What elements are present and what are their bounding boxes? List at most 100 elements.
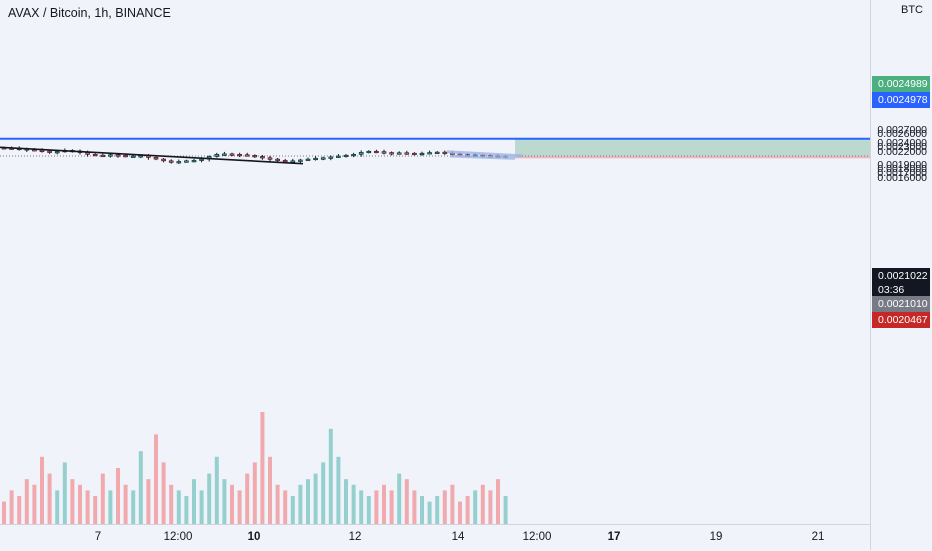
volume-bar	[435, 496, 440, 524]
symbol-title[interactable]: AVAX / Bitcoin, 1h, BINANCE	[8, 6, 171, 20]
candle-body	[282, 160, 288, 163]
volume-bar	[473, 490, 478, 524]
candle-body	[153, 157, 159, 160]
candle-body	[412, 152, 417, 156]
volume-bar	[70, 479, 75, 524]
candle-body	[442, 151, 448, 154]
candle-body	[161, 158, 166, 162]
volume-bar	[62, 462, 67, 524]
chart-area[interactable]: AVAX / Bitcoin, 1h, BINANCE	[0, 0, 870, 524]
stop-zone	[515, 156, 870, 159]
time-tick: 7	[94, 531, 102, 543]
candle-body	[366, 150, 372, 154]
price-tick: 0.0019000	[877, 158, 927, 171]
volume-bar	[138, 451, 143, 524]
volume-bar	[214, 456, 219, 524]
candle-body	[267, 157, 273, 160]
volume-bar	[344, 479, 348, 524]
candle-body	[47, 150, 52, 153]
volume-bar	[2, 501, 6, 524]
candle-body	[351, 154, 356, 157]
volume-bar	[184, 496, 189, 524]
price-tick: 0.0027000	[877, 123, 927, 136]
candle-body	[184, 160, 189, 163]
volume-bar	[100, 473, 105, 524]
price-tick: 0.0018000	[877, 163, 927, 176]
price-tick: 0.0022000	[877, 145, 927, 158]
volume-bar	[17, 496, 22, 524]
price-tick: 0.0017000	[877, 167, 927, 180]
time-tick: 14	[451, 531, 465, 543]
time-tick: 17	[607, 531, 621, 543]
volume-bar	[290, 496, 295, 524]
currency-label: BTC	[901, 4, 923, 16]
volume-bar	[465, 496, 470, 524]
volume-bar	[55, 490, 60, 524]
price-chart[interactable]	[0, 0, 870, 524]
entry-price-label: 0.0021010	[872, 296, 930, 312]
volume-bar	[230, 484, 234, 524]
volume-bar	[328, 428, 333, 524]
volume-bar	[24, 479, 29, 524]
volume-bar	[131, 490, 136, 524]
volume-bar	[154, 434, 158, 524]
candle-body	[138, 155, 144, 158]
volume-bar	[458, 501, 462, 524]
candle-body	[336, 155, 341, 158]
candle-body	[237, 154, 242, 157]
volume-bar	[389, 490, 394, 524]
candle-body	[123, 155, 128, 158]
time-tick: 19	[709, 531, 723, 543]
volume-bar	[313, 473, 318, 524]
candle-body	[419, 152, 425, 156]
time-tick: 12:00	[522, 531, 552, 543]
price-axis[interactable]: BTC 0.0027000 0.0026000 0.0024000 0.0023000…	[870, 0, 932, 550]
target-price-label: 0.0024989	[872, 76, 930, 92]
volume-bar	[412, 490, 417, 524]
trend-line	[0, 146, 304, 165]
price-tick: 0.0024000	[877, 137, 927, 149]
volume-bar	[146, 479, 151, 524]
candle-body	[54, 151, 60, 154]
volume-bar	[306, 479, 310, 524]
candle-body	[191, 160, 197, 163]
candle-body	[275, 158, 280, 161]
volume-bar	[336, 456, 341, 524]
volume-bar	[442, 490, 447, 524]
volume-bar	[85, 490, 90, 524]
candle-body	[176, 161, 182, 164]
horizontal-line-price-label: 0.0024978	[872, 92, 930, 108]
candle-body	[320, 157, 326, 160]
profit-zone	[515, 138, 870, 157]
volume-bar	[237, 490, 242, 524]
time-axis[interactable]: 7 12:00 10 12 14 12:00 17 19 21	[0, 524, 870, 551]
volume-bar	[275, 484, 280, 524]
volume-bar	[78, 484, 82, 524]
time-tick: 12:00	[163, 531, 193, 543]
volume-bar	[351, 484, 356, 524]
volume-bar	[321, 462, 326, 524]
candle-body	[427, 152, 432, 155]
time-tick: 12	[348, 531, 362, 543]
volume-bar	[382, 484, 386, 524]
volume-bar	[359, 490, 364, 524]
candle-body	[130, 155, 136, 158]
time-tick: 21	[811, 531, 825, 543]
channel-upper	[446, 150, 523, 158]
volume-bar	[488, 490, 493, 524]
candle-body	[381, 151, 387, 154]
stop-price-label: 0.0020467	[872, 312, 930, 328]
volume-bar	[161, 462, 166, 524]
volume-bar	[199, 490, 204, 524]
candle-body	[199, 158, 204, 161]
candle-body	[244, 154, 250, 157]
volume-bar	[123, 484, 128, 524]
volume-bar	[169, 484, 174, 524]
candle-body	[290, 160, 296, 163]
time-tick: 10	[247, 531, 261, 543]
candle-body	[396, 152, 402, 155]
volume-bar	[207, 473, 212, 524]
price-tick: 0.0026000	[877, 128, 927, 141]
candle-body	[214, 154, 220, 157]
volume-bar	[260, 412, 265, 524]
